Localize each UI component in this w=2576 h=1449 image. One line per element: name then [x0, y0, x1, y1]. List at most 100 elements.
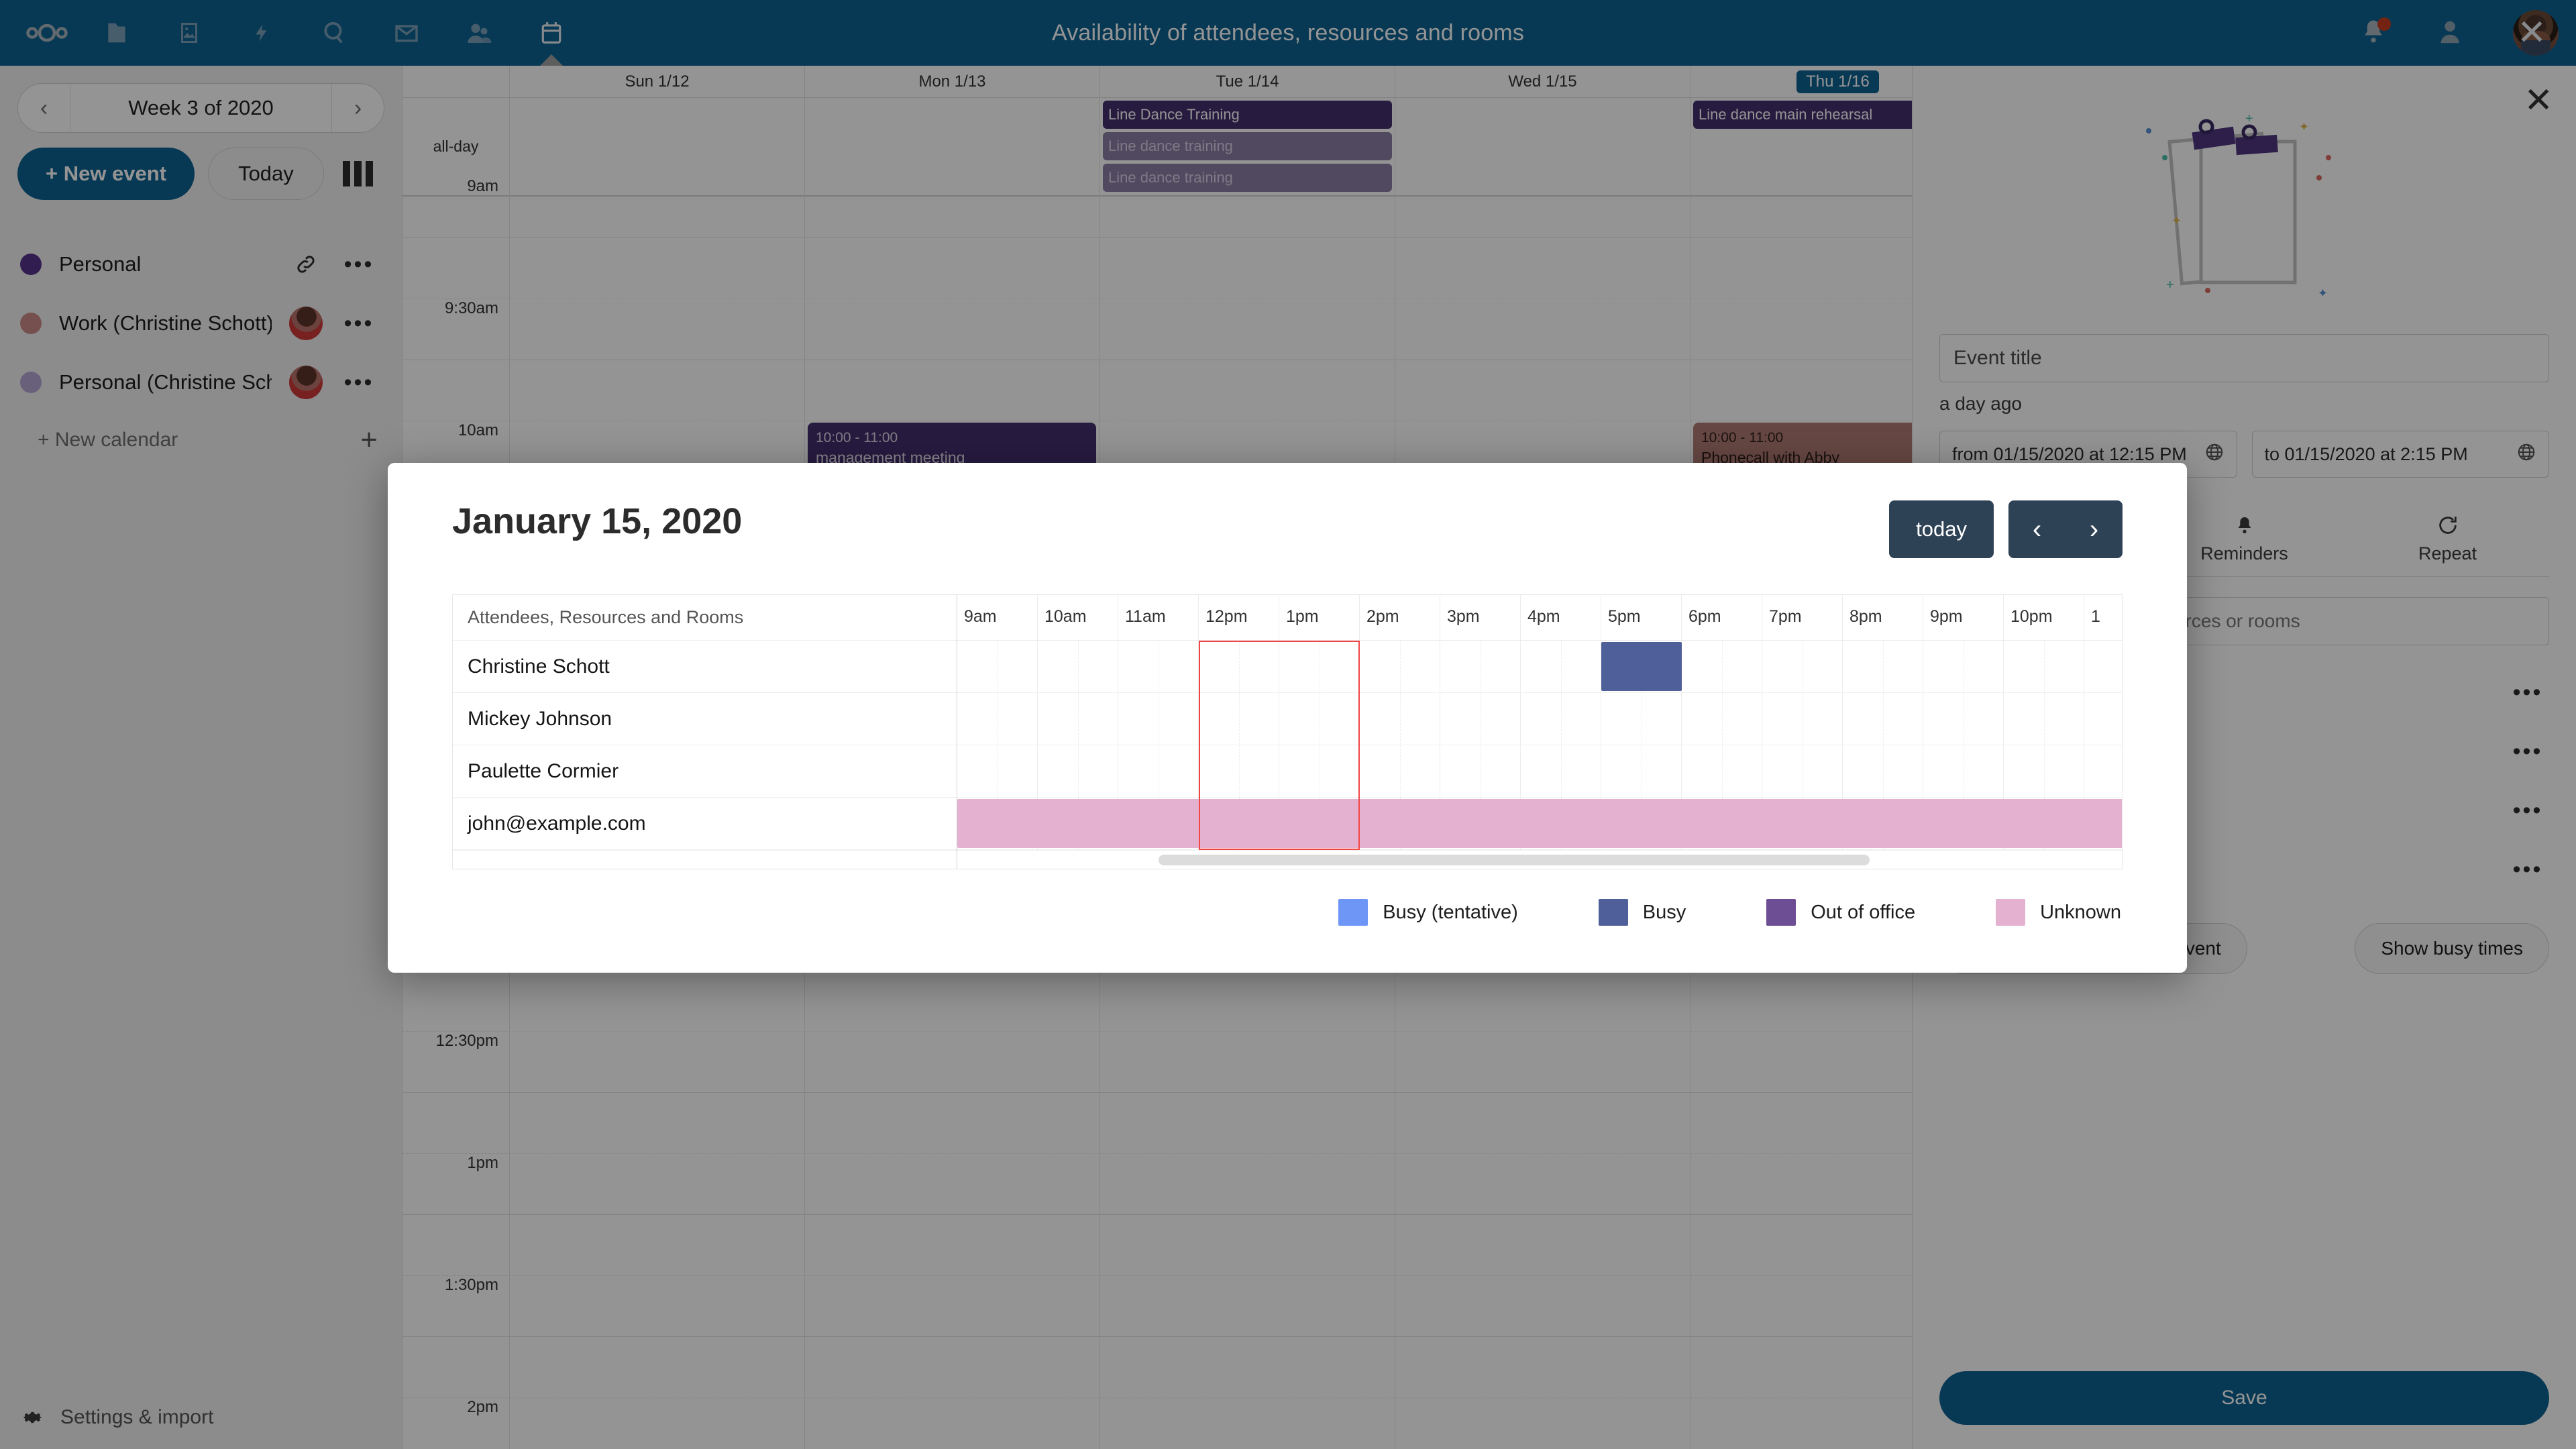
all-day-column[interactable]: [510, 98, 805, 195]
time-slot[interactable]: [1395, 1215, 1690, 1276]
new-event-button[interactable]: + New event: [17, 148, 195, 200]
time-slot[interactable]: [510, 177, 805, 238]
freebusy-slot[interactable]: [1199, 693, 1279, 745]
day-header[interactable]: Wed 1/15: [1395, 66, 1690, 97]
time-slot[interactable]: [1100, 971, 1395, 1032]
freebusy-slot[interactable]: [2004, 693, 2084, 745]
tab-repeat[interactable]: Repeat: [2346, 504, 2549, 576]
attendee-row[interactable]: •••: [1913, 840, 2576, 899]
save-button[interactable]: Save: [1939, 1371, 2549, 1425]
time-slot[interactable]: [1100, 1276, 1395, 1337]
calendar-item-personal[interactable]: Personal •••: [0, 235, 402, 294]
attendee-row[interactable]: •••: [1913, 781, 2576, 840]
freebusy-slot[interactable]: [1038, 641, 1118, 692]
time-slot[interactable]: [1395, 1276, 1690, 1337]
horizontal-scrollbar[interactable]: [957, 850, 2122, 869]
freebusy-slot[interactable]: [2004, 641, 2084, 692]
time-slot[interactable]: [1100, 1032, 1395, 1093]
time-slot[interactable]: [1395, 299, 1690, 360]
freebusy-slot[interactable]: [1440, 641, 1521, 692]
time-slot[interactable]: [1395, 1154, 1690, 1215]
freebusy-slot[interactable]: [1521, 693, 1601, 745]
time-slot[interactable]: [1100, 238, 1395, 299]
freebusy-slot[interactable]: [1038, 745, 1118, 797]
search-icon[interactable]: [298, 0, 370, 66]
time-slot[interactable]: [510, 1032, 805, 1093]
photos-icon[interactable]: [153, 0, 225, 66]
freebusy-slot[interactable]: [1440, 745, 1521, 797]
event-end-field[interactable]: to 01/15/2020 at 2:15 PM: [2251, 431, 2549, 478]
time-slot[interactable]: [805, 971, 1100, 1032]
freebusy-slot[interactable]: [1843, 693, 1923, 745]
all-day-column[interactable]: Line Dance Training Line dance training …: [1100, 98, 1395, 195]
freebusy-slot[interactable]: [1279, 641, 1360, 692]
plus-icon[interactable]: +: [360, 423, 378, 456]
next-week-button[interactable]: ›: [331, 84, 384, 132]
freebusy-slot[interactable]: [1762, 745, 1843, 797]
time-slot[interactable]: [510, 1276, 805, 1337]
freebusy-slot[interactable]: [1440, 693, 1521, 745]
contacts-icon[interactable]: [443, 0, 515, 66]
time-slot[interactable]: [805, 1215, 1100, 1276]
new-calendar-button[interactable]: + New calendar +: [0, 412, 402, 468]
modal-next-button[interactable]: ›: [2089, 514, 2099, 544]
time-slot[interactable]: [1100, 1398, 1395, 1449]
freebusy-slot[interactable]: [957, 641, 1038, 692]
time-slot[interactable]: [1395, 971, 1690, 1032]
freebusy-slot[interactable]: [2084, 641, 2122, 692]
settings-import-button[interactable]: Settings & import: [0, 1406, 402, 1429]
day-header[interactable]: Tue 1/14: [1100, 66, 1395, 97]
time-slot[interactable]: [510, 1337, 805, 1398]
freebusy-slot[interactable]: [1118, 745, 1199, 797]
freebusy-slot[interactable]: [1521, 641, 1601, 692]
calendar-more-menu[interactable]: •••: [343, 369, 374, 395]
today-button[interactable]: Today: [208, 148, 324, 200]
modal-prev-button[interactable]: ‹: [2032, 514, 2042, 544]
time-slot[interactable]: [805, 1093, 1100, 1154]
time-slot[interactable]: [510, 1154, 805, 1215]
freebusy-slot[interactable]: [1682, 745, 1762, 797]
time-slot[interactable]: [805, 1032, 1100, 1093]
freebusy-slot[interactable]: [1601, 745, 1682, 797]
freebusy-slot[interactable]: [1521, 745, 1601, 797]
time-slot[interactable]: [510, 1398, 805, 1449]
freebusy-slot[interactable]: [1279, 745, 1360, 797]
attendee-more-menu[interactable]: •••: [2512, 797, 2543, 823]
attendee-more-menu[interactable]: •••: [2512, 856, 2543, 882]
day-header[interactable]: Sun 1/12: [510, 66, 805, 97]
files-icon[interactable]: [80, 0, 153, 66]
freebusy-slot[interactable]: [1923, 745, 2004, 797]
calendar-item-work-christine[interactable]: Work (Christine Schott) •••: [0, 294, 402, 353]
globe-icon[interactable]: [2204, 442, 2224, 467]
freebusy-slot[interactable]: [1360, 745, 1440, 797]
time-slot[interactable]: [1100, 177, 1395, 238]
prev-week-button[interactable]: ‹: [18, 84, 70, 132]
freebusy-slot[interactable]: [1843, 641, 1923, 692]
time-slot[interactable]: [1100, 1215, 1395, 1276]
time-slot[interactable]: [1100, 1154, 1395, 1215]
time-slot[interactable]: [510, 1215, 805, 1276]
freebusy-slot[interactable]: [2084, 693, 2122, 745]
freebusy-slot[interactable]: [1762, 693, 1843, 745]
freebusy-slot[interactable]: [1843, 745, 1923, 797]
freebusy-slot[interactable]: [2004, 745, 2084, 797]
attendee-more-menu[interactable]: •••: [2512, 679, 2543, 705]
show-busy-times-button[interactable]: Show busy times: [2355, 923, 2549, 974]
freebusy-row[interactable]: [957, 798, 2122, 850]
attendee-row[interactable]: •••: [1913, 663, 2576, 722]
time-slot[interactable]: [805, 1337, 1100, 1398]
time-slot[interactable]: [1395, 1093, 1690, 1154]
time-slot[interactable]: [510, 299, 805, 360]
close-icon[interactable]: ✕: [2524, 81, 2553, 120]
time-slot[interactable]: [1395, 1032, 1690, 1093]
nextcloud-logo[interactable]: [13, 24, 80, 42]
close-icon[interactable]: ✕: [2517, 13, 2546, 52]
notifications-bell-icon[interactable]: [2359, 16, 2392, 50]
time-slot[interactable]: [805, 1398, 1100, 1449]
freebusy-slot[interactable]: [1279, 693, 1360, 745]
day-header[interactable]: Mon 1/13: [805, 66, 1100, 97]
attendee-row[interactable]: •••: [1913, 722, 2576, 781]
time-slot[interactable]: [1395, 1337, 1690, 1398]
time-slot[interactable]: [1395, 1398, 1690, 1449]
all-day-event[interactable]: Line Dance Training: [1103, 101, 1392, 129]
